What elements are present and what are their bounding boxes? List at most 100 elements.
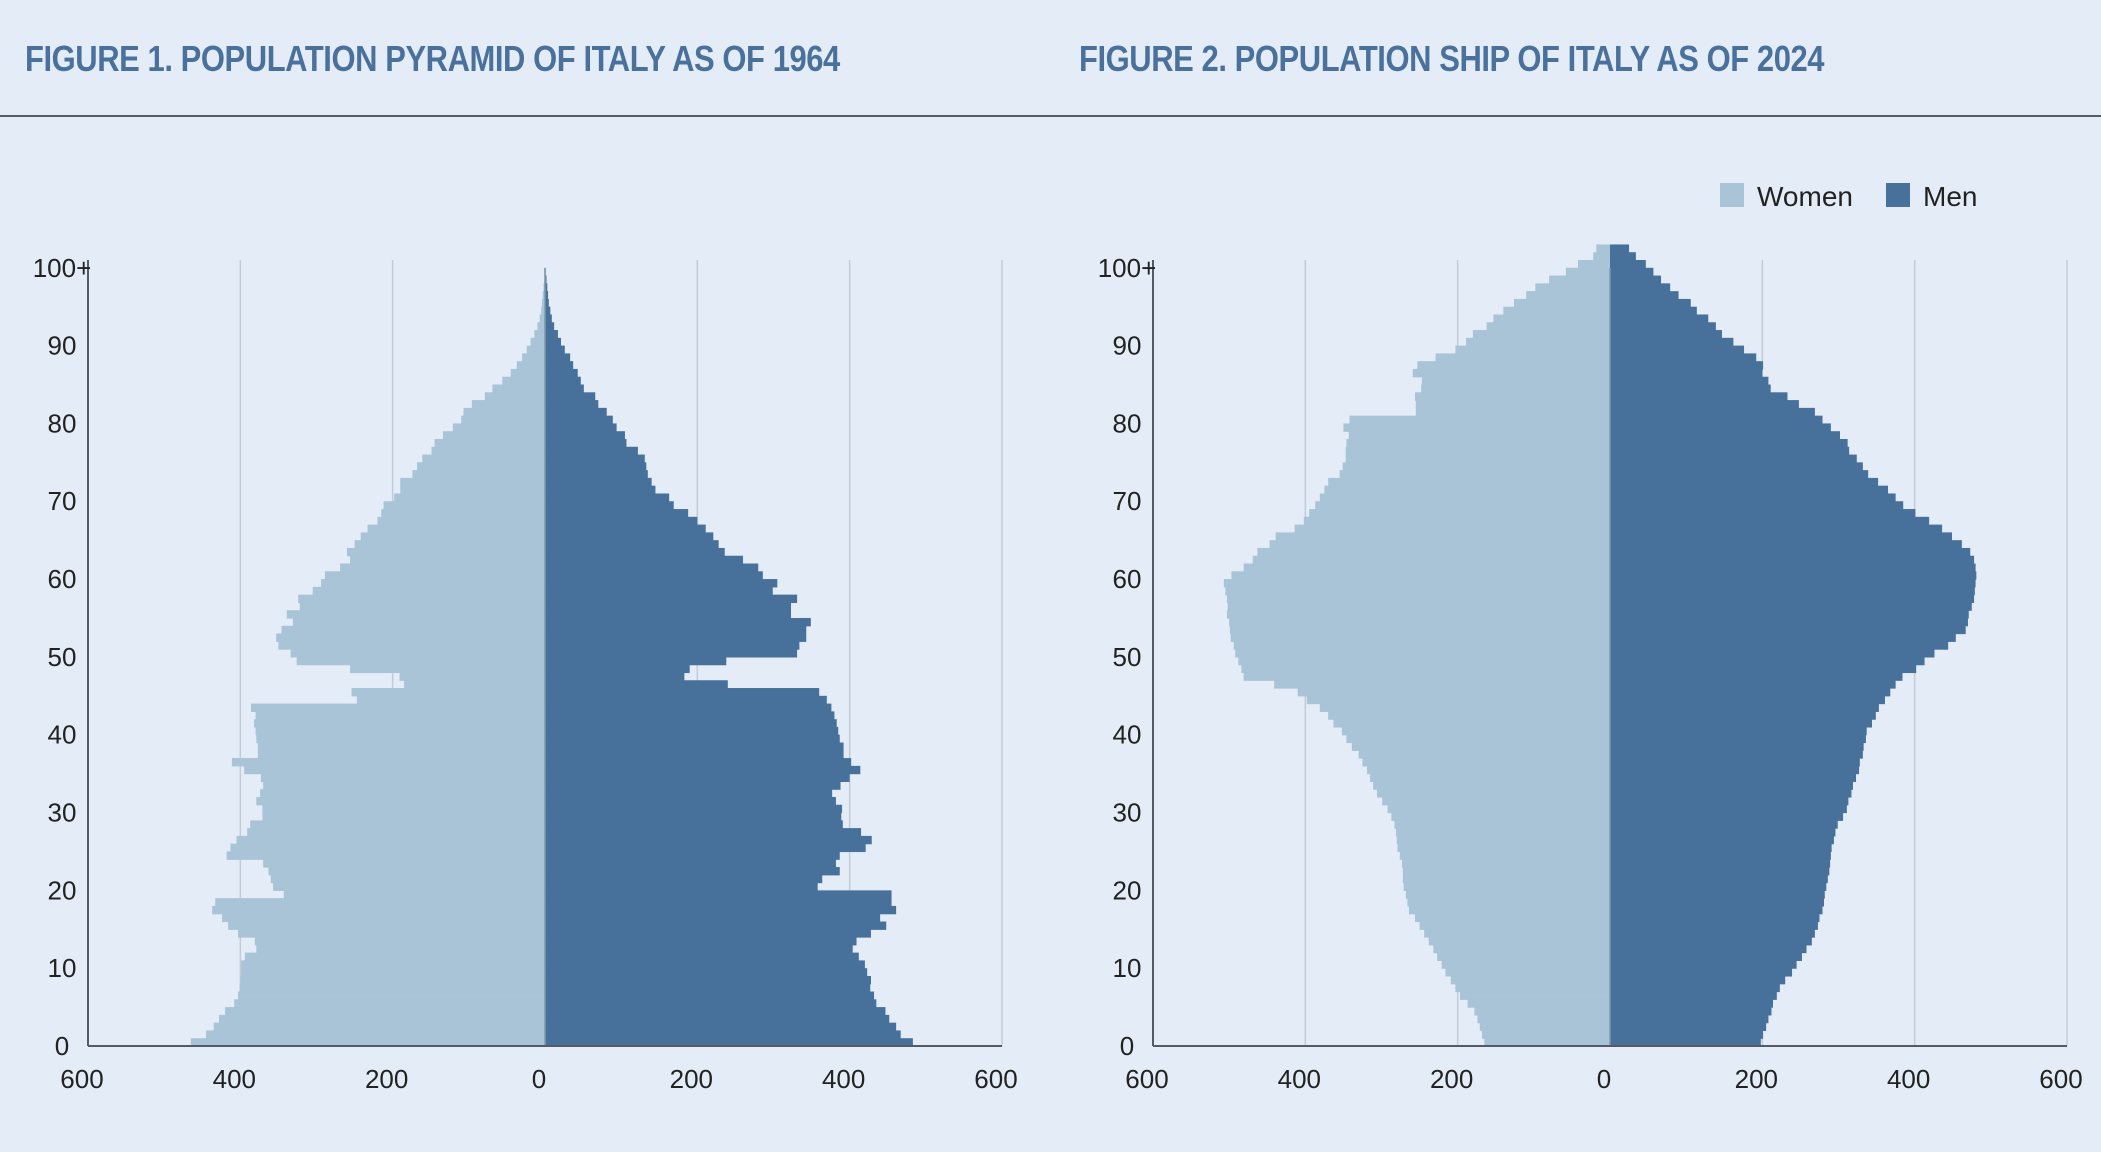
bar-men-age-2 (1610, 1022, 1767, 1032)
bar-women-age-69 (1315, 501, 1610, 510)
bar-men-age-25 (1610, 843, 1832, 853)
bar-women-age-85 (502, 376, 545, 386)
bar-men-age-27 (545, 828, 862, 837)
bar-women-age-50 (290, 649, 545, 658)
bar-men-age-26 (1610, 835, 1834, 845)
bar-women-age-41 (254, 719, 546, 728)
bar-women-age-79 (452, 423, 545, 432)
bar-women-age-91 (1472, 330, 1610, 339)
bar-women-age-74 (1342, 462, 1610, 471)
bar-men-age-33 (545, 781, 841, 790)
bar-women-age-82 (471, 400, 545, 409)
bar-men-age-54 (1610, 617, 1968, 627)
bar-women-age-36 (1362, 758, 1610, 767)
bar-men-age-5 (545, 999, 877, 1008)
bar-men-age-9 (545, 968, 868, 977)
y-tick-label: 80 (1113, 408, 1142, 438)
bar-women-age-75 (422, 454, 545, 463)
bar-women-age-24 (226, 851, 545, 860)
bar-men-age-13 (545, 937, 857, 946)
bar-men-age-23 (1610, 859, 1831, 868)
bar-men-age-75 (545, 454, 645, 463)
bar-women-age-50 (1235, 649, 1610, 658)
bar-men-age-48 (1610, 664, 1917, 674)
bar-women-age-101 (1593, 252, 1610, 261)
bar-men-age-11 (1610, 952, 1802, 961)
bar-men-age-45 (545, 688, 820, 697)
bar-women-age-14 (1424, 929, 1610, 938)
bar-men-age-71 (1610, 485, 1889, 495)
x-tick-label: 200 (1735, 1064, 1778, 1094)
bar-men-age-99 (1610, 267, 1654, 277)
y-tick-label: 0 (55, 1031, 69, 1061)
bar-men-age-45 (1610, 688, 1891, 697)
bar-men-age-13 (1610, 937, 1812, 946)
bar-men-age-77 (1610, 438, 1848, 448)
bar-men-age-8 (1610, 975, 1786, 985)
bar-women-age-63 (346, 547, 545, 557)
bar-men-age-34 (1610, 773, 1857, 782)
bar-women-age-9 (1445, 968, 1610, 977)
bar-women-age-70 (394, 493, 545, 502)
bar-women-age-81 (463, 407, 545, 417)
bar-men-age-42 (545, 711, 835, 720)
y-tick-label: 40 (48, 720, 77, 750)
x-tick-label: 0 (532, 1064, 546, 1094)
bar-women-age-23 (263, 859, 545, 868)
bar-women-age-75 (1345, 454, 1610, 463)
bar-men-age-62 (1610, 555, 1975, 565)
bar-men-age-26 (545, 835, 872, 845)
chart-2024-ship: 0 10 20 30 40 50 60 70 80 90 100+ 600 400 200 0 200 400 6… (1098, 244, 2083, 1094)
bar-women-age-57 (1226, 594, 1610, 604)
bar-men-age-47 (545, 672, 685, 681)
bar-men-age-19 (545, 890, 892, 899)
bar-women-age-12 (1433, 944, 1610, 954)
bar-women-age-59 (321, 579, 545, 588)
bar-men-age-17 (545, 905, 897, 915)
bar-men-age-87 (545, 361, 574, 370)
bar-men-age-12 (545, 944, 853, 954)
bar-men-age-92 (545, 322, 555, 331)
bar-men-age-43 (545, 703, 832, 712)
bar-men-age-74 (545, 462, 647, 471)
bar-women-age-81 (1415, 407, 1610, 417)
bar-women-age-24 (1399, 851, 1610, 860)
bar-women-age-27 (247, 828, 545, 837)
bar-women-age-65 (360, 532, 545, 541)
y-tick-label: 100+ (33, 253, 92, 283)
bar-women-age-87 (1417, 361, 1610, 370)
bar-men-age-36 (1610, 758, 1860, 767)
bar-women-age-48 (1241, 664, 1610, 674)
bar-women-age-97 (543, 283, 545, 292)
bar-men-age-78 (545, 431, 625, 440)
bar-women-age-90 (530, 337, 545, 347)
bar-women-age-97 (1535, 283, 1610, 292)
bar-women-age-86 (510, 368, 545, 378)
bar-men-age-41 (545, 719, 837, 728)
bar-women-age-4 (225, 1007, 545, 1016)
bar-women-age-54 (1229, 617, 1610, 627)
bar-women-age-39 (256, 734, 545, 744)
bar-men-age-22 (545, 867, 840, 876)
bar-men-age-37 (1610, 750, 1863, 759)
figure2-title: FIGURE 2. POPULATION SHIP OF ITALY AS OF… (1079, 38, 1825, 79)
bar-men-age-20 (1610, 882, 1827, 891)
bar-men-age-84 (545, 384, 584, 393)
bar-women-age-40 (1341, 726, 1610, 736)
bar-men-age-88 (545, 353, 571, 362)
bar-men-age-29 (1610, 812, 1844, 821)
bar-men-age-23 (545, 859, 836, 868)
bar-women-age-18 (215, 898, 545, 907)
bar-men-age-79 (545, 423, 617, 432)
x-tick-label: 600 (60, 1064, 103, 1094)
bar-men-age-51 (545, 641, 800, 650)
bar-women-age-35 (1367, 765, 1610, 775)
bar-men-age-1 (1610, 1030, 1764, 1039)
bar-men-age-82 (545, 400, 599, 409)
y-tick-label: 70 (48, 486, 77, 516)
bar-men-age-102 (1610, 244, 1630, 253)
bar-men-age-80 (545, 415, 613, 425)
bar-men-age-46 (545, 680, 728, 689)
bar-men-age-101 (1610, 252, 1636, 261)
bar-men-age-16 (1610, 913, 1820, 923)
